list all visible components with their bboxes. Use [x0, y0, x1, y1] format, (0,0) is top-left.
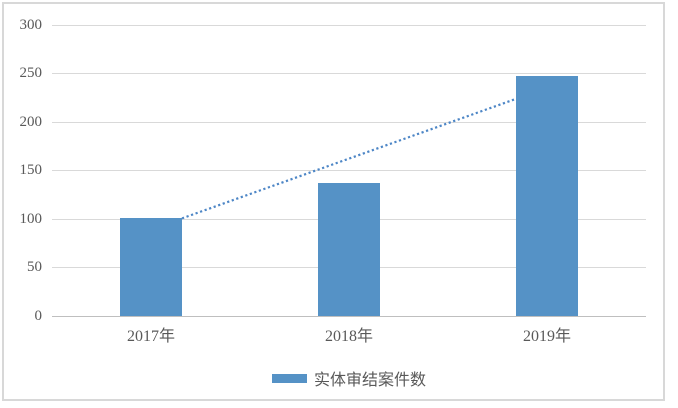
- y-tick-label: 250: [19, 65, 43, 82]
- legend-label: 实体审结案件数: [313, 372, 426, 389]
- y-tick-label: 300: [19, 16, 43, 33]
- y-tick-label: 100: [19, 210, 43, 227]
- gridline: [52, 73, 646, 75]
- chart-frame: 0 50 100 150 200 250 300 2017年 2018年 2019年 实体审结案…: [2, 2, 665, 401]
- y-tick-label: 50: [27, 259, 42, 276]
- bar-2017年[interactable]: [120, 218, 182, 316]
- x-axis-line: [52, 316, 646, 317]
- gridline: [52, 24, 646, 26]
- bar-2019年[interactable]: [516, 75, 578, 316]
- y-tick-label: 150: [19, 162, 43, 179]
- y-tick-label: 0: [34, 308, 43, 324]
- y-tick-label: 200: [19, 113, 43, 130]
- x-axis-label: 2019年: [522, 328, 571, 345]
- x-axis-label: 2018年: [324, 328, 373, 345]
- legend-swatch: [271, 373, 307, 383]
- legend[interactable]: 实体审结案件数: [52, 368, 646, 389]
- x-axis-label: 2017年: [126, 328, 175, 345]
- bar-2018年[interactable]: [318, 183, 380, 316]
